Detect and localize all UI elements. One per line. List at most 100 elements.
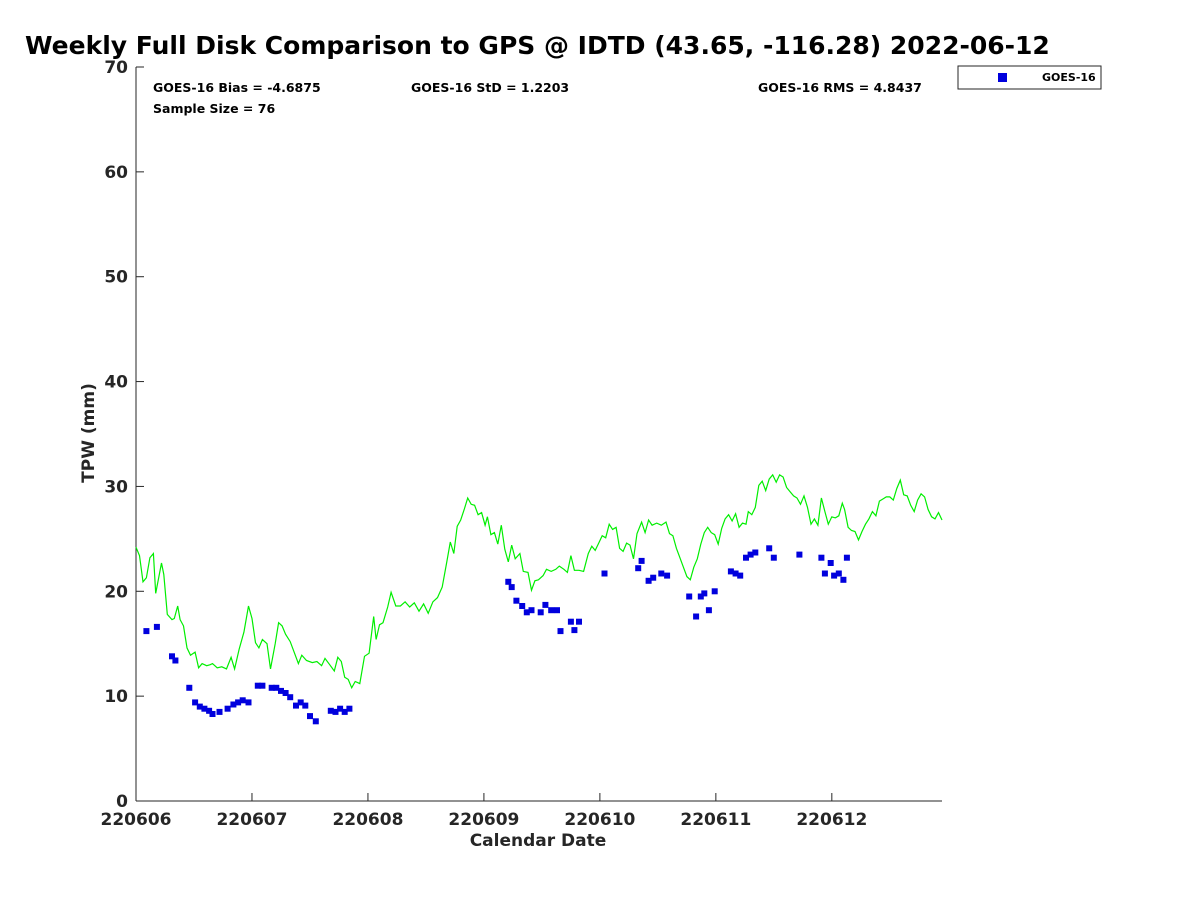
goes16-point [843,554,850,561]
goes16-point [557,628,564,635]
goes16-point [224,705,231,712]
goes16-point [645,577,652,584]
x-ticks: 220606 220607 220608 220609 220610 220611 2206… [101,793,867,830]
x-tick-label: 220607 [216,810,287,830]
x-tick-label: 220611 [680,810,751,830]
goes16-point [327,707,334,714]
goes16-point [337,705,344,712]
goes16-point [697,593,704,600]
goes16-point [711,588,718,595]
goes16-point [831,572,838,579]
goes16-point [576,618,582,625]
legend-swatch-goes16 [998,73,1007,82]
goes16-point [273,684,280,691]
goes16-point [209,711,216,717]
y-tick-label: 60 [104,163,128,183]
goes16-point [153,623,160,630]
goes16-point [143,628,150,635]
goes16-point [172,657,179,664]
sample-size-stat: Sample Size = 76 [153,101,275,116]
goes16-point [523,609,530,616]
y-tick-label: 0 [116,792,128,812]
chart-title: Weekly Full Disk Comparison to GPS @ IDT… [25,31,1050,60]
goes16-point [737,572,744,579]
y-ticks: 0 10 20 30 40 50 60 70 [104,58,144,812]
goes16-point [206,707,213,714]
goes16-point [821,570,828,577]
goes16-point [658,570,665,577]
y-tick-label: 50 [104,268,128,288]
goes16-point [513,597,520,604]
y-tick-label: 30 [104,477,128,497]
goes16-point [693,613,700,620]
y-tick-label: 10 [104,687,128,707]
goes16-point [186,684,193,691]
goes16-point [548,607,555,614]
goes16-point [239,697,246,704]
goes16-point [650,574,657,581]
goes16-point [747,551,754,558]
x-tick-label: 220612 [796,810,867,830]
std-stat: GOES-16 StD = 1.2203 [411,80,569,95]
goes16-point [259,682,266,689]
goes16-point [827,560,834,566]
gps-line-layer [135,473,943,690]
goes16-point [282,690,289,696]
legend: GOES-16 [957,65,1102,90]
goes16-point [727,568,734,575]
goes16-point [245,699,252,706]
legend-box [957,65,1102,90]
goes16-point [571,627,578,634]
goes16-point [701,590,708,597]
x-tick-label: 220608 [332,810,403,830]
goes16-point [635,565,642,572]
goes16-point [840,576,847,583]
goes16-point [235,699,242,706]
goes16-point [287,694,294,701]
goes16-point [638,557,645,564]
goes16-point [216,708,223,715]
goes16-point [346,705,353,712]
goes16-point [230,701,237,708]
goes16-point [332,708,339,715]
x-tick-label: 220610 [564,810,635,830]
goes16-point [341,708,348,715]
goes16-point [196,703,203,710]
goes16-point [664,572,671,579]
goes16-point [528,607,535,614]
goes16-point [766,545,773,552]
goes16-point [307,713,313,720]
y-tick-label: 20 [104,582,128,602]
goes16-point [201,705,208,712]
goes16-point [268,684,275,691]
goes16-point [732,570,739,577]
goes16-point [312,718,319,725]
goes16-point [192,699,199,706]
goes16-point [796,551,803,558]
goes16-point [302,702,309,709]
goes16-point [169,653,175,660]
goes16-point [686,593,693,600]
x-tick-label: 220606 [101,810,172,830]
goes16-point [297,699,304,706]
x-axis-label: Calendar Date [470,831,607,851]
goes16-point [601,570,608,577]
gps-series-line [135,473,943,690]
x-tick-label: 220609 [448,810,519,830]
legend-label-goes16: GOES-16 [1042,71,1096,84]
rms-stat: GOES-16 RMS = 4.8437 [758,80,922,95]
bias-stat: GOES-16 Bias = -4.6875 [153,80,321,95]
goes-points-layer [143,545,850,725]
goes16-point [770,554,777,561]
goes16-point [519,603,526,609]
goes16-point [752,549,759,556]
plot-area [135,67,942,802]
y-tick-label: 70 [104,58,128,78]
goes16-point [278,687,284,694]
goes16-point [835,570,842,577]
y-tick-label: 40 [104,373,128,393]
goes16-point [705,607,712,614]
goes16-point [537,609,544,616]
goes16-point [505,578,512,585]
